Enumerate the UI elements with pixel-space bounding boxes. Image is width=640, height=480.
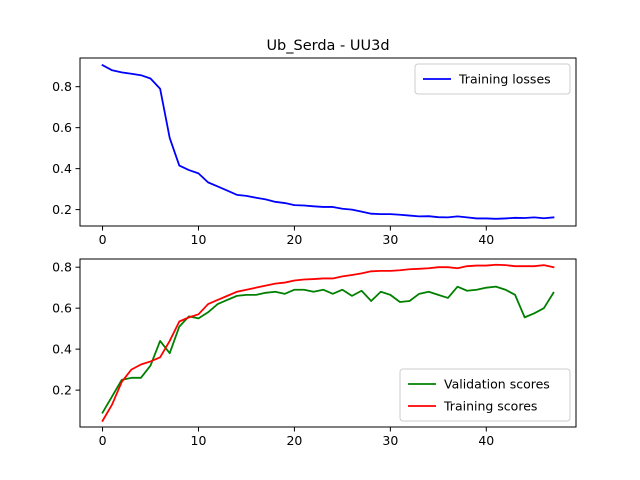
x-tick-label-1-2: 20 xyxy=(286,433,302,448)
axes-training-losses: 0 10 20 30 40 0.2 0.4 0.6 0.8 Training losses xyxy=(52,57,577,247)
x-tick-label-1-4: 40 xyxy=(478,433,494,448)
x-tick-label-0-4: 40 xyxy=(478,232,494,247)
chart-title: Ub_Serda - UU3d xyxy=(266,38,389,54)
legend-label-0-0: Training losses xyxy=(458,72,551,87)
y-tick-label-1-3: 0.8 xyxy=(52,260,72,275)
y-tick-label-1-0: 0.2 xyxy=(52,383,72,398)
x-tick-label-0-2: 20 xyxy=(286,232,302,247)
x-tick-label-0-1: 10 xyxy=(191,232,207,247)
y-tick-label-0-0: 0.2 xyxy=(52,202,72,217)
y-tick-label-0-1: 0.4 xyxy=(52,161,72,176)
x-tick-label-0-3: 30 xyxy=(382,232,398,247)
y-tick-label-0-2: 0.6 xyxy=(52,120,72,135)
y-tick-label-0-3: 0.8 xyxy=(52,79,72,94)
x-tick-label-1-0: 0 xyxy=(99,433,107,448)
legend-0: Training losses xyxy=(414,63,571,95)
x-tick-label-1-3: 30 xyxy=(382,433,398,448)
legend-box-1 xyxy=(399,368,571,422)
axes-frame-0 xyxy=(79,57,577,227)
y-tick-label-1-1: 0.4 xyxy=(52,342,72,357)
series-line-0-0 xyxy=(101,63,555,220)
legend-box-0 xyxy=(414,63,571,95)
legend-label-1-0: Validation scores xyxy=(444,377,550,392)
x-tick-label-1-1: 10 xyxy=(191,433,207,448)
axes-frame-1 xyxy=(79,258,577,428)
legend-label-1-1: Training scores xyxy=(443,399,537,414)
series-line-1-1 xyxy=(101,263,555,423)
y-tick-label-1-2: 0.6 xyxy=(52,301,72,316)
x-tick-label-0-0: 0 xyxy=(99,232,107,247)
legend-1: Validation scores Training scores xyxy=(399,368,571,422)
axes-scores: 0 10 20 30 40 0.2 0.4 0.6 0.8 Validation scores Tr… xyxy=(52,258,577,448)
series-line-1-0 xyxy=(101,285,555,414)
